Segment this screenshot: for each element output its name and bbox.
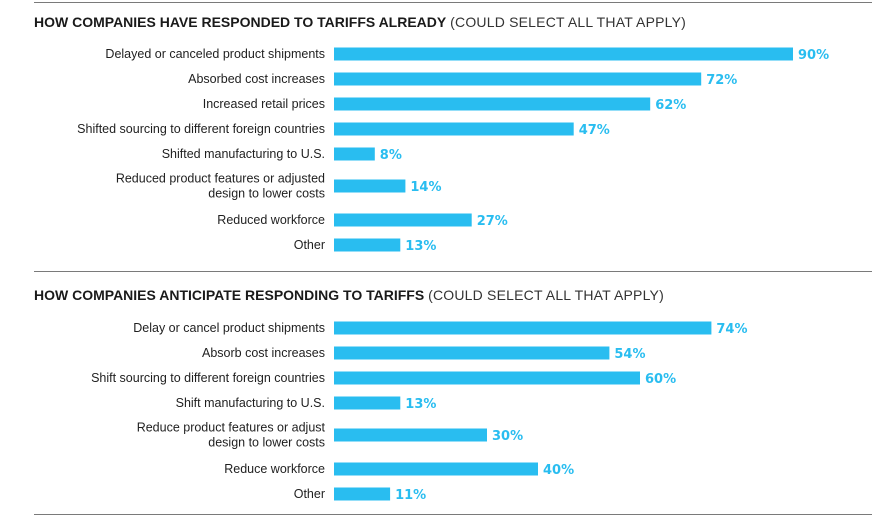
- bar: [334, 346, 610, 360]
- bar: [334, 179, 406, 193]
- value-label: 90%: [798, 48, 829, 63]
- category-label-line: Other: [294, 238, 325, 252]
- value-label: 47%: [579, 123, 610, 138]
- middle-divider: [34, 271, 872, 272]
- category-label-line: Increased retail prices: [203, 97, 325, 111]
- value-label: 40%: [543, 463, 574, 478]
- value-label: 13%: [405, 397, 436, 412]
- chart-1: Delayed or canceled product shipments 90%…: [77, 47, 829, 254]
- value-label: 54%: [614, 347, 645, 362]
- category-label-line: Delay or cancel product shipments: [133, 321, 325, 335]
- category-label: Shift manufacturing to U.S.: [176, 396, 325, 410]
- category-label: Absorbed cost increases: [188, 72, 325, 86]
- value-label: 74%: [716, 322, 747, 337]
- category-label-line: Reduced workforce: [217, 213, 325, 227]
- category-label: Absorb cost increases: [202, 346, 325, 360]
- category-label: Shift sourcing to different foreign coun…: [91, 371, 325, 385]
- category-label: Reduced product features or adjusted desi…: [116, 172, 325, 201]
- bar: [334, 396, 401, 410]
- category-label-line: design to lower costs: [208, 436, 325, 450]
- bar: [334, 371, 640, 385]
- chart-2-title-main: HOW COMPANIES ANTICIPATE RESPONDING TO T…: [34, 287, 425, 303]
- category-label-line: design to lower costs: [208, 187, 325, 201]
- category-label: Reduce workforce: [224, 462, 325, 476]
- chart-2-title-sub: (COULD SELECT ALL THAT APPLY): [428, 287, 664, 303]
- category-label: Reduced workforce: [217, 213, 325, 227]
- category-label-line: Absorb cost increases: [202, 346, 325, 360]
- category-label-line: Shift manufacturing to U.S.: [176, 396, 325, 410]
- value-label: 13%: [405, 239, 436, 254]
- value-label: 8%: [380, 148, 402, 163]
- bar: [334, 147, 375, 161]
- chart-2: Delay or cancel product shipments 74% Abso…: [91, 321, 747, 503]
- category-label: Increased retail prices: [203, 97, 325, 111]
- value-label: 14%: [410, 180, 441, 195]
- value-label: 62%: [655, 98, 686, 113]
- bar: [334, 487, 391, 501]
- category-label: Other: [294, 238, 325, 252]
- bar: [334, 47, 793, 61]
- bar: [334, 122, 574, 136]
- value-label: 60%: [645, 372, 676, 387]
- bar: [334, 321, 712, 335]
- chart-1-title-sub: (COULD SELECT ALL THAT APPLY): [450, 14, 686, 30]
- bar: [334, 428, 487, 442]
- chart-1-title: HOW COMPANIES HAVE RESPONDED TO TARIFFS …: [34, 14, 686, 30]
- category-label-line: Shifted manufacturing to U.S.: [162, 147, 325, 161]
- category-label-line: Shift sourcing to different foreign coun…: [91, 371, 325, 385]
- value-label: 11%: [395, 488, 426, 503]
- top-divider: [34, 2, 872, 3]
- category-label: Reduce product features or adjust design …: [137, 421, 326, 450]
- category-label-line: Absorbed cost increases: [188, 72, 325, 86]
- bar: [334, 97, 651, 111]
- category-label-line: Shifted sourcing to different foreign co…: [77, 122, 325, 136]
- category-label: Delay or cancel product shipments: [133, 321, 325, 335]
- chart-1-title-main: HOW COMPANIES HAVE RESPONDED TO TARIFFS …: [34, 14, 447, 30]
- bottom-divider: [34, 514, 872, 515]
- bar: [334, 213, 472, 227]
- bar: [334, 238, 401, 252]
- category-label-line: Reduce product features or adjust: [137, 421, 326, 435]
- value-label: 30%: [492, 429, 523, 444]
- bar: [334, 462, 538, 476]
- chart-2-title: HOW COMPANIES ANTICIPATE RESPONDING TO T…: [34, 287, 664, 303]
- category-label-line: Reduce workforce: [224, 462, 325, 476]
- bar: [334, 72, 702, 86]
- category-label: Shifted manufacturing to U.S.: [162, 147, 325, 161]
- category-label: Delayed or canceled product shipments: [105, 47, 325, 61]
- value-label: 27%: [477, 214, 508, 229]
- category-label-line: Reduced product features or adjusted: [116, 172, 325, 186]
- category-label: Shifted sourcing to different foreign co…: [77, 122, 325, 136]
- value-label: 72%: [706, 73, 737, 88]
- category-label-line: Other: [294, 487, 325, 501]
- category-label: Other: [294, 487, 325, 501]
- category-label-line: Delayed or canceled product shipments: [105, 47, 325, 61]
